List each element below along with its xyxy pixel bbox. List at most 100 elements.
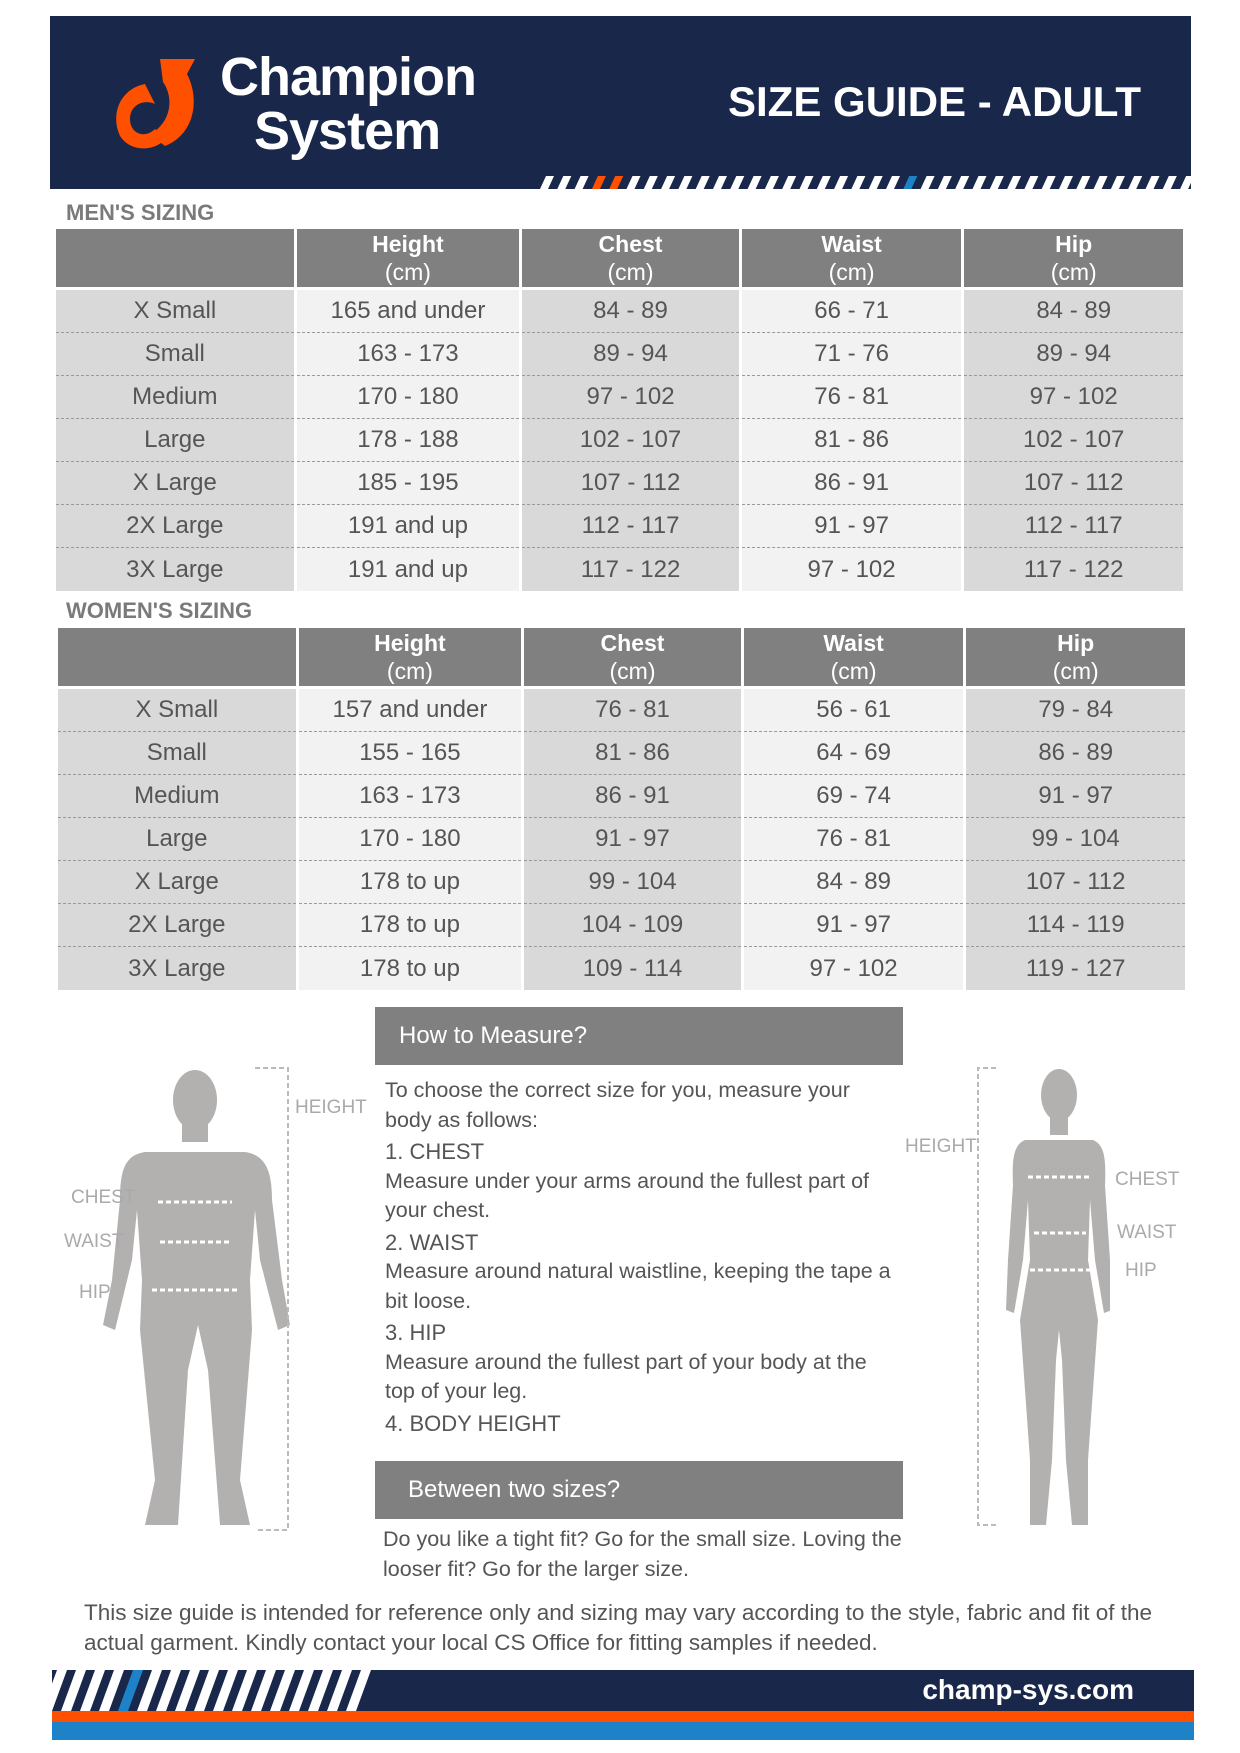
stripe bbox=[1145, 176, 1160, 189]
measurement-cell: 66 - 71 bbox=[741, 290, 962, 333]
womens-size-table: Height (cm) Chest (cm) Waist (cm) Hip (cm) X Sma… bbox=[55, 628, 1188, 990]
footer-stripes-icon bbox=[52, 1670, 382, 1711]
mens-size-table: Height (cm) Chest (cm) Waist (cm) Hip (cm) X Sma… bbox=[53, 229, 1186, 591]
measurement-cell: 157 and under bbox=[298, 689, 522, 732]
measurement-cell: 102 - 107 bbox=[522, 419, 739, 462]
size-label: Medium bbox=[56, 376, 294, 419]
male-chest-label: CHEST bbox=[71, 1187, 136, 1208]
measurement-cell: 97 - 102 bbox=[522, 376, 739, 419]
footer-banner: champ-sys.com bbox=[52, 1670, 1194, 1740]
stripe bbox=[920, 176, 935, 189]
table-row: Small 155 - 165 81 - 86 64 - 69 86 - 89 bbox=[58, 732, 1185, 775]
size-header bbox=[58, 628, 296, 689]
womens-section-title: WOMEN'S SIZING bbox=[66, 598, 253, 623]
column-header: Height (cm) bbox=[296, 229, 520, 290]
stripe bbox=[1024, 176, 1039, 189]
measurement-cell: 91 - 97 bbox=[966, 775, 1185, 818]
male-hip-label: HIP bbox=[79, 1282, 111, 1303]
stripe bbox=[52, 1670, 67, 1711]
measurement-cell: 71 - 76 bbox=[741, 333, 962, 376]
column-header: Chest (cm) bbox=[524, 628, 741, 689]
stripe bbox=[747, 176, 762, 189]
size-header bbox=[56, 229, 294, 290]
stripe bbox=[626, 176, 641, 189]
stripe bbox=[1059, 176, 1073, 189]
measurement-cell: 97 - 102 bbox=[741, 548, 962, 591]
measurement-cell: 178 - 188 bbox=[296, 419, 520, 462]
brand-name: Champion System bbox=[220, 47, 477, 161]
step-heading: 4. BODY HEIGHT bbox=[385, 1410, 561, 1436]
stripe bbox=[327, 1670, 352, 1711]
stripe bbox=[99, 1670, 124, 1711]
measurement-cell: 76 - 81 bbox=[524, 689, 741, 732]
female-figure-icon bbox=[977, 1067, 1110, 1526]
stripe bbox=[1110, 176, 1125, 189]
mens-section-title: MEN'S SIZING bbox=[66, 200, 215, 225]
measurement-cell: 97 - 102 bbox=[964, 376, 1183, 419]
stripe-decoration-icon bbox=[540, 176, 1191, 189]
stripe bbox=[232, 1670, 257, 1711]
size-label: X Small bbox=[58, 689, 296, 732]
measurement-cell: 104 - 109 bbox=[524, 904, 741, 947]
column-header: Hip (cm) bbox=[966, 628, 1185, 689]
stripe bbox=[1041, 176, 1056, 189]
female-height-label: HEIGHT bbox=[905, 1136, 977, 1157]
measurement-cell: 107 - 112 bbox=[966, 861, 1185, 904]
stripe bbox=[989, 176, 1004, 189]
size-label: Small bbox=[58, 732, 296, 775]
disclaimer-text: This size guide is intended for referenc… bbox=[84, 1600, 1153, 1655]
stripe bbox=[799, 176, 814, 189]
measurement-cell: 170 - 180 bbox=[298, 818, 522, 861]
table-row: Medium 170 - 180 97 - 102 76 - 81 97 - 102 bbox=[56, 376, 1183, 419]
measurement-cell: 99 - 104 bbox=[966, 818, 1185, 861]
size-label: 3X Large bbox=[58, 947, 296, 990]
measurement-cell: 178 to up bbox=[298, 947, 522, 990]
stripe bbox=[251, 1670, 276, 1711]
column-header: Waist (cm) bbox=[743, 628, 964, 689]
stripe bbox=[851, 176, 866, 189]
measurement-cell: 79 - 84 bbox=[966, 689, 1185, 732]
stripe bbox=[1076, 176, 1091, 189]
website-link[interactable]: champ-sys.com bbox=[922, 1674, 1134, 1705]
size-label: Medium bbox=[58, 775, 296, 818]
measurement-cell: 91 - 97 bbox=[743, 904, 964, 947]
step-heading: 1. CHEST bbox=[385, 1139, 485, 1164]
stripe bbox=[643, 176, 658, 189]
stripe bbox=[194, 1670, 219, 1711]
size-label: Small bbox=[56, 333, 294, 376]
size-label: X Large bbox=[56, 462, 294, 505]
size-label: X Small bbox=[56, 290, 294, 333]
measurement-cell: 56 - 61 bbox=[743, 689, 964, 732]
stripe bbox=[903, 176, 918, 189]
how-to-measure-text: To choose the correct size for you, meas… bbox=[385, 1076, 895, 1438]
stripe bbox=[61, 1670, 86, 1711]
stripe bbox=[730, 176, 745, 189]
between-sizes-text: Do you like a tight fit? Go for the smal… bbox=[383, 1527, 902, 1581]
stripe bbox=[972, 176, 987, 189]
stripe bbox=[1093, 176, 1108, 189]
stripe bbox=[782, 176, 797, 189]
measurement-cell: 165 and under bbox=[296, 290, 520, 333]
measurement-cell: 86 - 91 bbox=[741, 462, 962, 505]
column-header: Chest (cm) bbox=[522, 229, 739, 290]
stripe bbox=[1162, 176, 1177, 189]
step-text: Measure around the fullest part of your … bbox=[385, 1349, 867, 1404]
measurement-cell: 86 - 89 bbox=[966, 732, 1185, 775]
step-text: Measure under your arms around the fulle… bbox=[385, 1168, 870, 1223]
stripe bbox=[1128, 176, 1143, 189]
measurement-cell: 91 - 97 bbox=[524, 818, 741, 861]
male-waist-label: WAIST bbox=[64, 1231, 124, 1252]
stripe bbox=[137, 1670, 162, 1711]
size-label: X Large bbox=[58, 861, 296, 904]
measurement-cell: 178 to up bbox=[298, 861, 522, 904]
stripe bbox=[1007, 176, 1022, 189]
table-row: X Large 178 to up 99 - 104 84 - 89 107 - 112 bbox=[58, 861, 1185, 904]
stripe bbox=[764, 176, 779, 189]
stripe bbox=[816, 176, 831, 189]
measurement-cell: 178 to up bbox=[298, 904, 522, 947]
stripe bbox=[937, 176, 952, 189]
between-sizes-heading: Between two sizes? bbox=[375, 1461, 903, 1519]
intro-text: To choose the correct size for you, meas… bbox=[385, 1078, 850, 1132]
stripe bbox=[868, 176, 883, 189]
page-title: SIZE GUIDE - ADULT bbox=[728, 78, 1141, 125]
